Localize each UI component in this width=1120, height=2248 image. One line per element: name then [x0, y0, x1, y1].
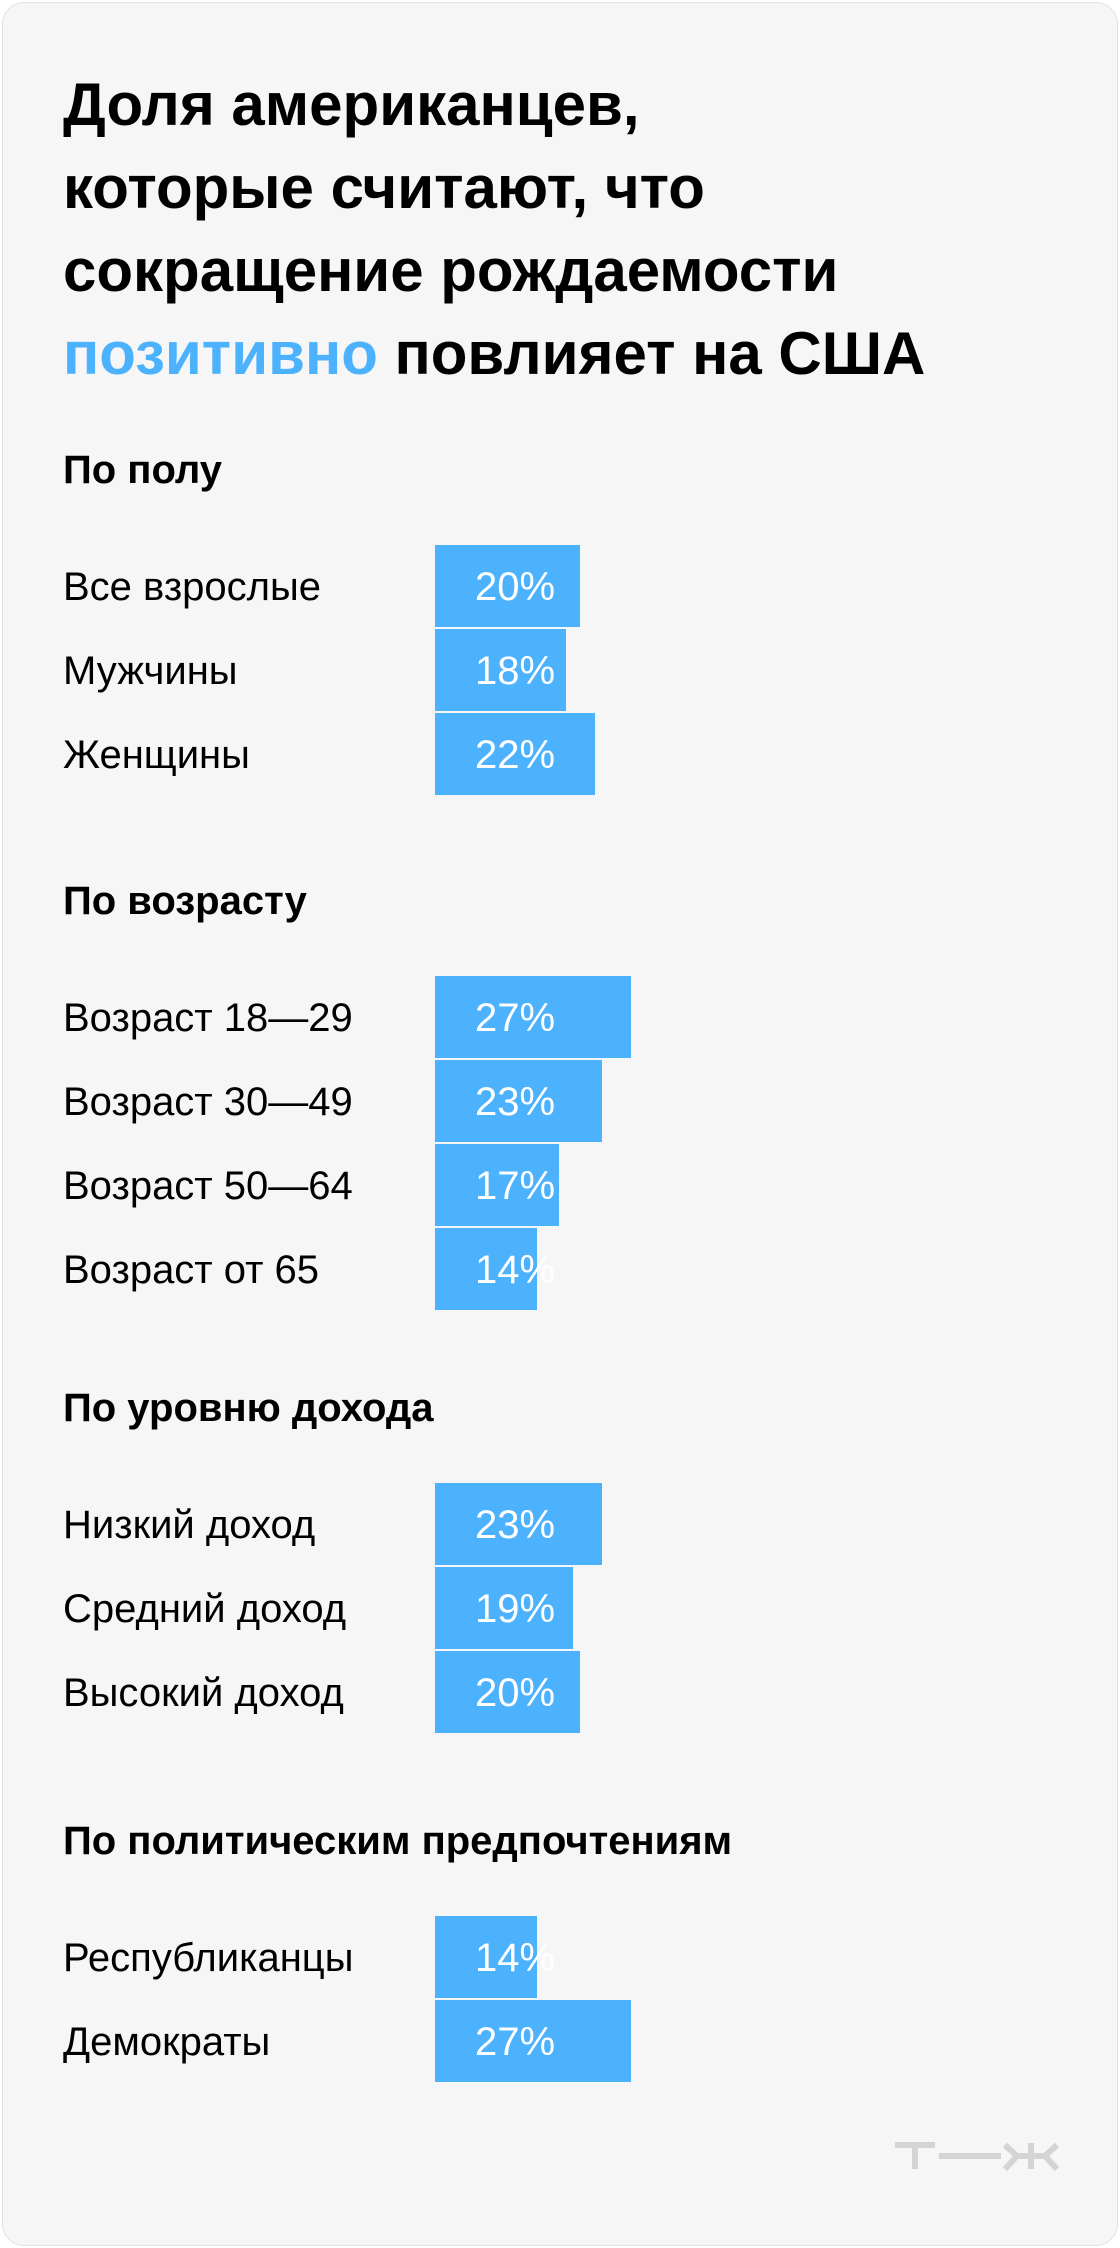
- bar: [435, 1228, 537, 1310]
- bar-value-label: 20%: [475, 1671, 556, 1715]
- bar-value-label: 23%: [475, 1503, 556, 1547]
- bar-value-label: 14%: [475, 1936, 556, 1980]
- category-label: Возраст от 65: [63, 1248, 320, 1292]
- bar: [435, 713, 595, 795]
- category-label: Возраст 30—49: [63, 1080, 353, 1124]
- bar-value-label: 19%: [475, 1587, 556, 1631]
- bar: [435, 1916, 537, 1998]
- bar-value-label: 22%: [475, 733, 556, 777]
- bar: [435, 629, 566, 711]
- title-line-3: сокращение рождаемости: [63, 237, 839, 304]
- bar: [435, 1060, 602, 1142]
- category-label: Демократы: [63, 2020, 271, 2064]
- section-title: По возрасту: [63, 879, 307, 923]
- bar-value-label: 27%: [475, 996, 556, 1040]
- title-highlight: позитивно: [63, 320, 378, 387]
- category-label: Возраст 50—64: [63, 1164, 353, 1208]
- section-title: По политическим предпочтениям: [63, 1819, 733, 1863]
- bar: [435, 1483, 602, 1565]
- section-title: По уровню дохода: [63, 1386, 434, 1430]
- bar: [435, 1651, 580, 1733]
- bar-value-label: 14%: [475, 1248, 556, 1292]
- title-line-2: которые считают, что: [63, 154, 705, 221]
- bar: [435, 2000, 631, 2082]
- category-label: Высокий доход: [63, 1671, 344, 1715]
- bar-value-label: 23%: [475, 1080, 556, 1124]
- title-line-1: Доля американцев,: [63, 71, 640, 138]
- bar: [435, 976, 631, 1058]
- bar-value-label: 18%: [475, 649, 556, 693]
- category-label: Женщины: [63, 733, 250, 777]
- category-label: Мужчины: [63, 649, 238, 693]
- bar: [435, 1567, 573, 1649]
- chart-title: Доля американцев, которые считают, что с…: [63, 63, 1063, 395]
- category-label: Возраст 18—29: [63, 996, 353, 1040]
- tzh-logo-icon: [895, 2142, 1060, 2171]
- section-title: По полу: [63, 448, 223, 492]
- category-label: Низкий доход: [63, 1503, 316, 1547]
- bar-value-label: 20%: [475, 565, 556, 609]
- bar-value-label: 27%: [475, 2020, 556, 2064]
- title-line-4: повлияет на США: [377, 320, 926, 387]
- category-label: Средний доход: [63, 1587, 347, 1631]
- category-label: Республиканцы: [63, 1936, 354, 1980]
- bar-value-label: 17%: [475, 1164, 556, 1208]
- bar: [435, 545, 580, 627]
- category-label: Все взрослые: [63, 565, 322, 609]
- bar: [435, 1144, 559, 1226]
